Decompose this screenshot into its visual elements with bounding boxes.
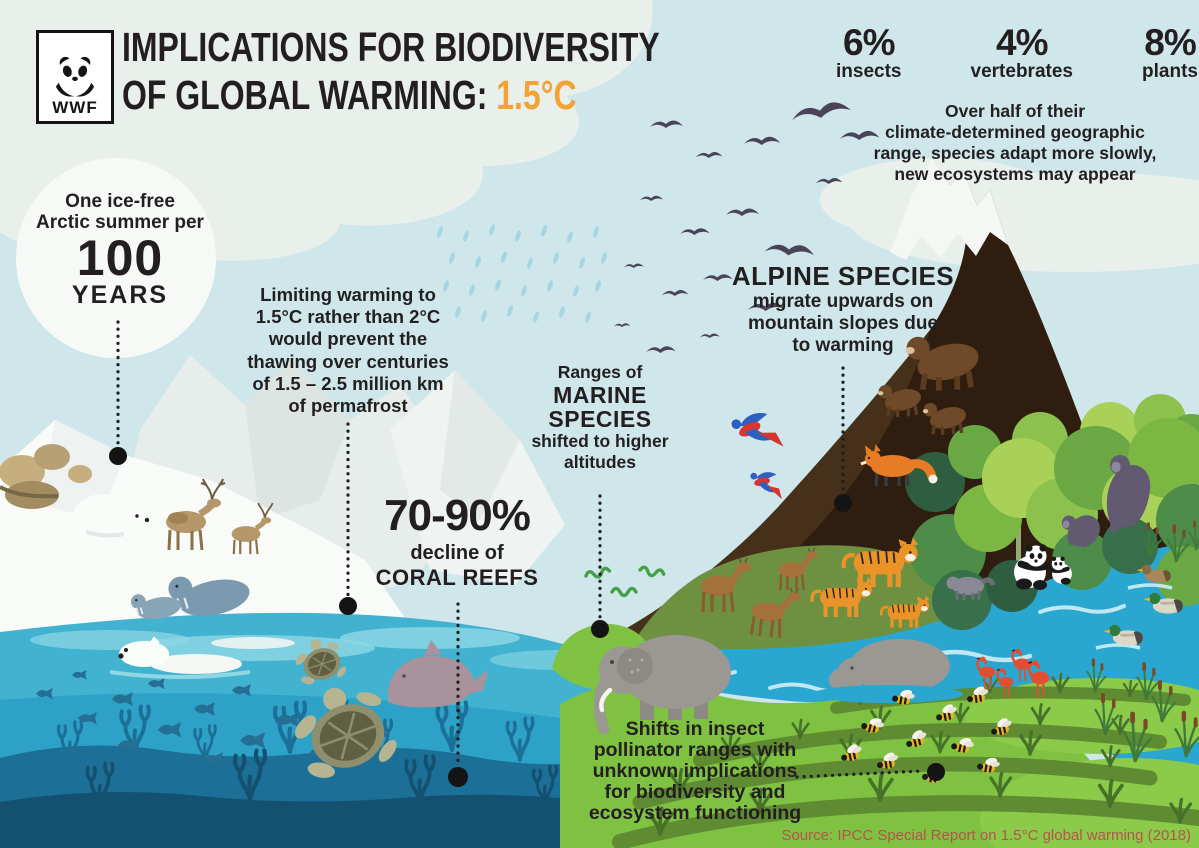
raccoon bbox=[946, 576, 996, 600]
species-range-stats: 6% insects 4% vertebrates 8% plants bbox=[836, 24, 1198, 83]
wwf-panda-logo-icon bbox=[55, 56, 95, 97]
pollinator-line: pollinator ranges with bbox=[593, 739, 797, 762]
stat-label: insects bbox=[836, 61, 902, 82]
range-note: Over half of their climate-determined ge… bbox=[828, 101, 1199, 185]
marine-line: shifted to higher bbox=[531, 430, 669, 451]
coral-line: decline of bbox=[410, 542, 504, 564]
stat-insects: 6% insects bbox=[836, 24, 901, 83]
gorillas bbox=[1061, 455, 1151, 548]
callout-arctic-summer: One ice-free Arctic summer per 100 YEARS bbox=[24, 191, 216, 308]
sea-turtle-small bbox=[295, 639, 347, 685]
round-cloud bbox=[16, 158, 216, 358]
stat-value: 6% bbox=[843, 22, 895, 63]
alpine-line: mountain slopes due bbox=[747, 313, 939, 334]
stat-label: plants bbox=[1142, 61, 1198, 82]
dolphin bbox=[387, 640, 488, 708]
red-fox bbox=[860, 444, 938, 487]
permafrost-text: of bbox=[252, 372, 275, 394]
callout-pollinators: Shifts in insect pollinator ranges with … bbox=[571, 718, 819, 825]
stat-value: 8% bbox=[1144, 22, 1196, 63]
marine-line: altitudes bbox=[564, 451, 636, 472]
permafrost-line: Limiting warming to bbox=[260, 284, 436, 305]
permafrost-bold: 1.5 bbox=[274, 372, 301, 394]
rocks bbox=[0, 444, 92, 509]
swimming-polar-bear bbox=[109, 636, 251, 679]
page-title: IMPLICATIONS FOR BIODIVERSITY OF GLOBAL … bbox=[122, 24, 660, 119]
range-note-line: Over half of their bbox=[944, 101, 1086, 121]
giant-pandas bbox=[1014, 544, 1072, 590]
marine-line: Ranges of bbox=[557, 362, 643, 382]
stat-label: vertebrates bbox=[970, 61, 1073, 82]
callout-alpine-species: ALPINE SPECIES migrate upwards on mounta… bbox=[722, 262, 964, 358]
arctic-line: Arctic summer per bbox=[36, 212, 204, 234]
callout-marine-species: Ranges of MARINE SPECIES shifted to high… bbox=[523, 362, 677, 472]
source-credit: Source: IPCC Special Report on 1.5°C glo… bbox=[781, 827, 1191, 844]
iceberg bbox=[0, 355, 565, 668]
title-temperature: 1.5°C bbox=[496, 71, 577, 118]
title-line-2: OF GLOBAL WARMING: 1.5°C bbox=[122, 72, 660, 120]
marine-heading: MARINE bbox=[553, 381, 647, 408]
mallard-ducks bbox=[1095, 564, 1185, 650]
pollinator-line: Shifts in insect bbox=[625, 718, 765, 740]
callout-coral-reefs: 70-90% decline of CORAL REEFS bbox=[362, 491, 552, 591]
wwf-logo: WWF bbox=[36, 30, 114, 124]
arctic-line: One ice-free bbox=[65, 191, 175, 212]
stat-plants: 8% plants bbox=[1142, 24, 1198, 83]
ocean bbox=[0, 612, 660, 848]
permafrost-text: rather than 2°C bbox=[302, 306, 441, 328]
coral-value: 70-90% bbox=[384, 491, 531, 540]
permafrost-line: would prevent the bbox=[268, 328, 428, 350]
wwf-logo-text: WWF bbox=[52, 98, 98, 117]
clouds bbox=[0, 0, 1199, 358]
alpine-heading: ALPINE SPECIES bbox=[731, 261, 955, 291]
pollinator-line: for biodiversity and bbox=[604, 781, 786, 804]
permafrost-text: – 2.5 million km bbox=[300, 372, 444, 394]
title-line-2-text: OF GLOBAL WARMING: bbox=[122, 71, 497, 118]
stat-vertebrates: 4% vertebrates bbox=[971, 24, 1073, 83]
callout-permafrost: Limiting warming to 1.5°C rather than 2°… bbox=[232, 284, 464, 417]
leader-dots bbox=[109, 447, 945, 787]
alpine-line: migrate upwards on bbox=[752, 290, 934, 312]
hippo bbox=[813, 639, 963, 703]
permafrost-line: of permafrost bbox=[288, 394, 408, 416]
permafrost-line: thawing over centuries bbox=[247, 350, 449, 372]
walruses bbox=[130, 576, 250, 620]
dotted-leader-lines bbox=[116, 320, 924, 779]
range-note-line: range, species adapt more slowly, bbox=[873, 143, 1157, 163]
title-line-1: IMPLICATIONS FOR BIODIVERSITY bbox=[122, 24, 660, 70]
macaw-parrots bbox=[727, 413, 784, 500]
range-note-line: new ecosystems may appear bbox=[894, 164, 1136, 184]
sea-turtle-large bbox=[294, 687, 397, 778]
pollinator-line: unknown implications bbox=[592, 760, 798, 783]
reindeer bbox=[166, 478, 274, 555]
stat-value: 4% bbox=[996, 22, 1048, 63]
permafrost-line: of 1.5 – 2.5 million km bbox=[232, 373, 464, 395]
marine-heading: SPECIES bbox=[548, 405, 652, 432]
elephant bbox=[593, 635, 731, 735]
alpine-line: to warming bbox=[792, 335, 894, 357]
pollinator-line: ecosystem functioning bbox=[588, 802, 802, 825]
range-note-line: climate-determined geographic bbox=[885, 122, 1145, 142]
arctic-value: 100 bbox=[76, 229, 164, 286]
permafrost-bold: 1.5°C bbox=[255, 306, 303, 328]
green-snakes bbox=[584, 565, 666, 598]
polar-bear bbox=[73, 494, 152, 552]
arctic-unit: YEARS bbox=[71, 280, 169, 309]
permafrost-line: 1.5°C rather than 2°C bbox=[232, 306, 464, 328]
snow-cap bbox=[890, 158, 1008, 260]
coral-heading: CORAL REEFS bbox=[375, 565, 539, 590]
